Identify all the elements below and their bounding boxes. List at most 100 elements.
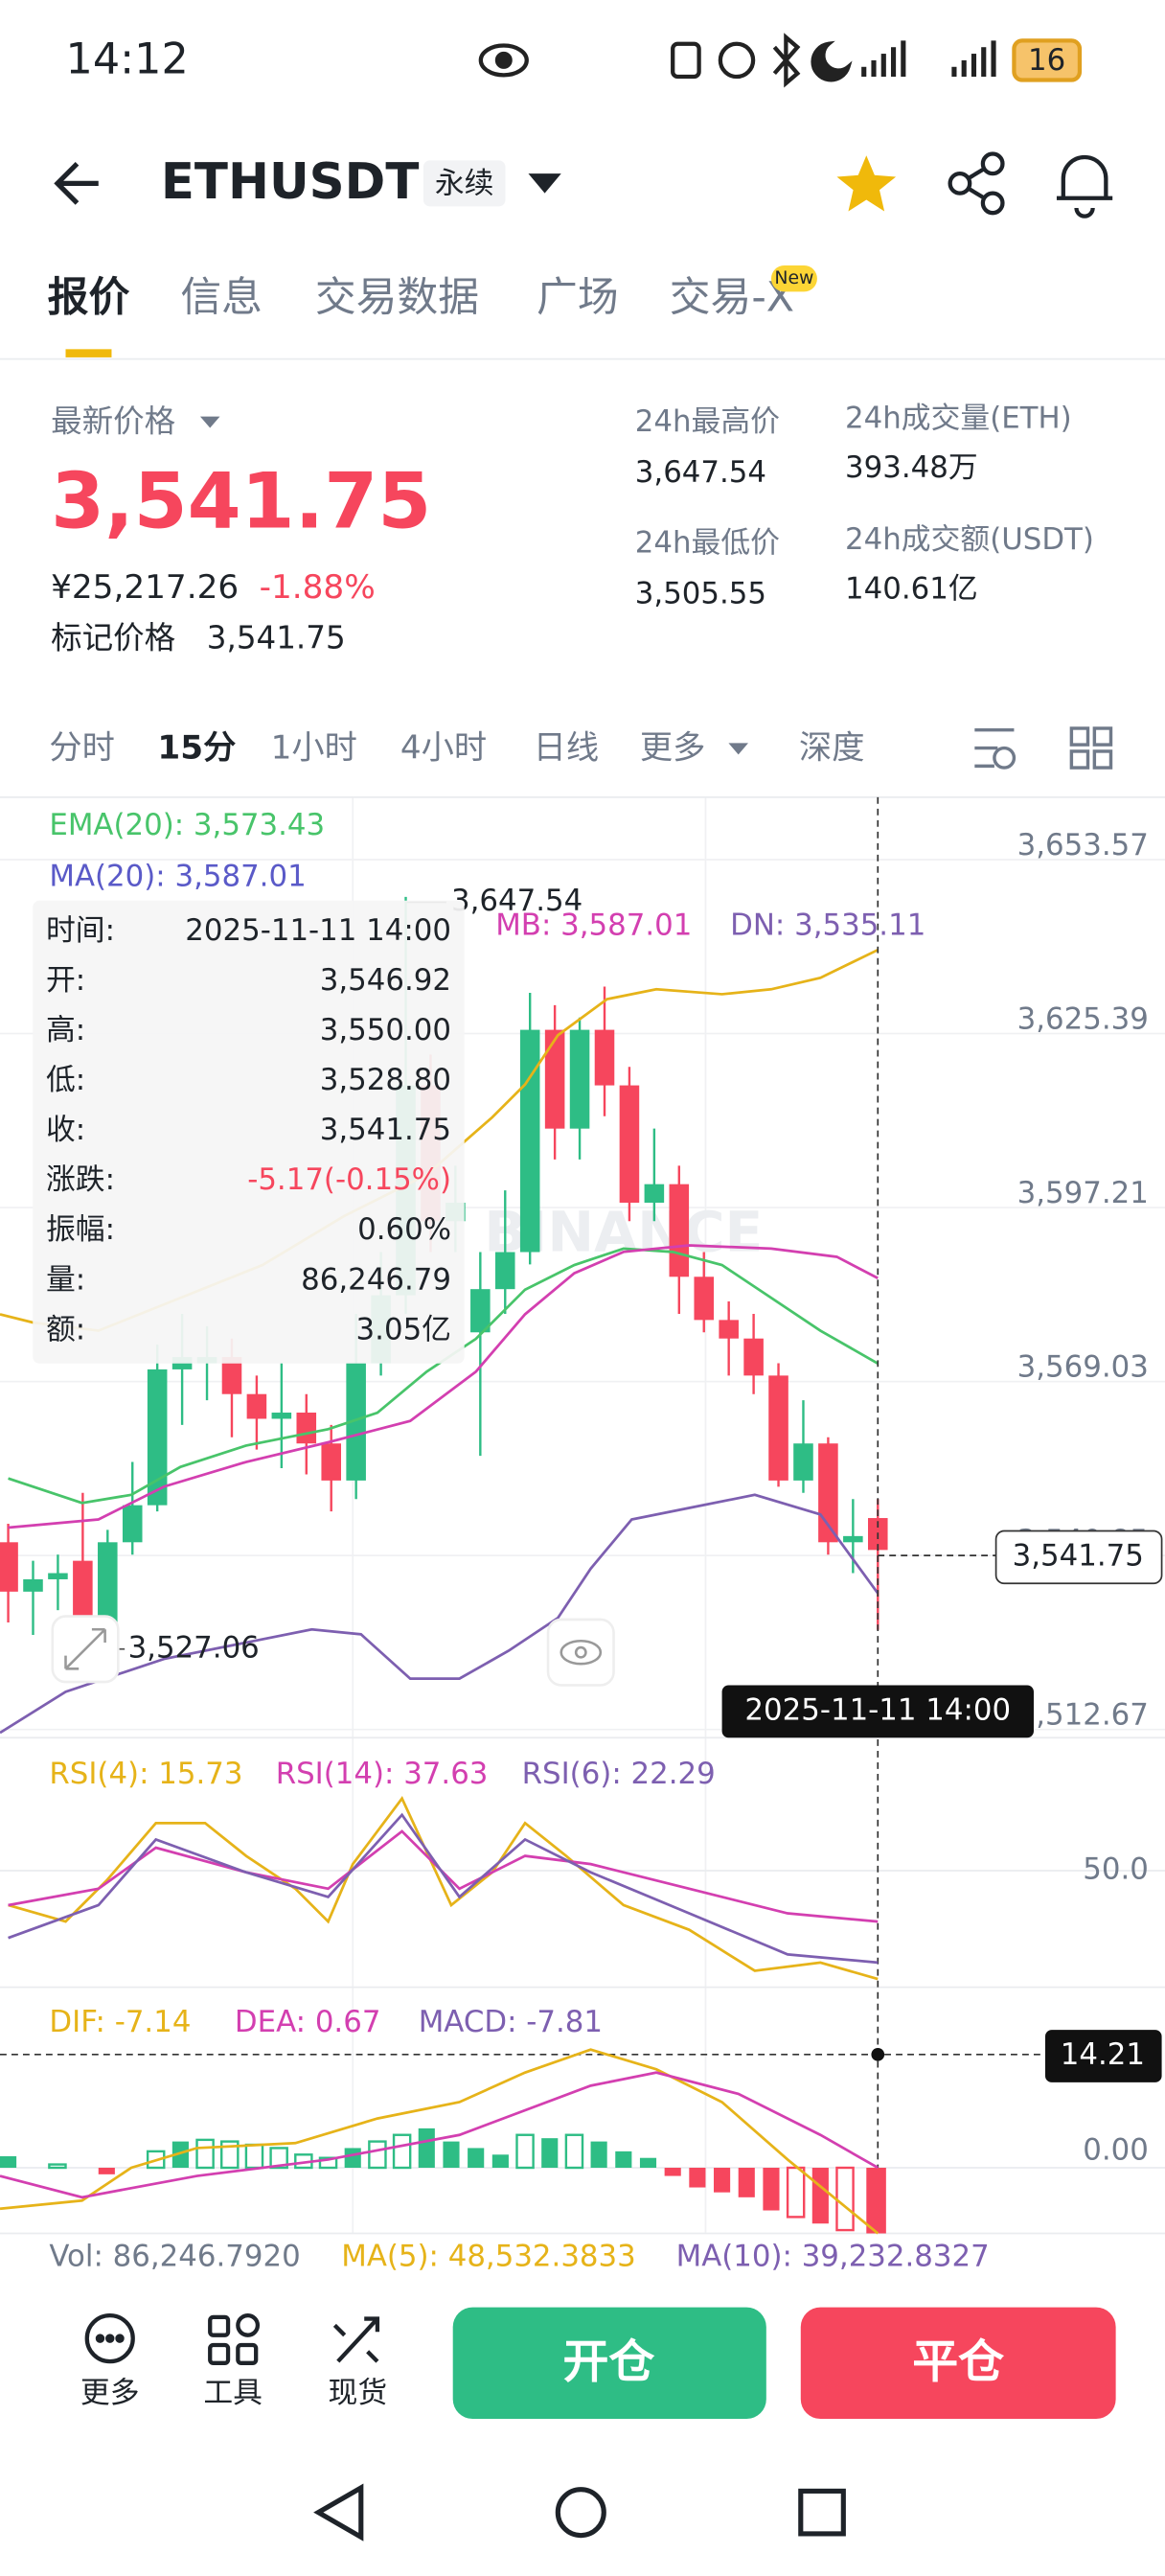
star[interactable] xyxy=(836,155,897,212)
price-label: 最新价格 xyxy=(51,402,175,439)
new-badge: New xyxy=(774,268,813,288)
nav-bar[interactable] xyxy=(313,2483,846,2542)
dropdown[interactable] xyxy=(528,173,561,194)
time: 14:12 xyxy=(66,35,189,84)
bell[interactable] xyxy=(1056,154,1113,218)
tab[interactable]: 报价 xyxy=(48,273,130,321)
candle-body xyxy=(23,1578,43,1592)
tab[interactable]: 信息 xyxy=(180,273,263,321)
stat-value: 140.61亿 xyxy=(845,572,978,607)
stat-label: 24h成交量(ETH) xyxy=(845,401,1072,435)
stat-value: 3,647.54 xyxy=(635,455,766,490)
tool-label[interactable]: 更多 xyxy=(80,2376,140,2410)
rsi-legend: RSI(14): 37.63 xyxy=(276,1757,489,1791)
candle-body xyxy=(644,1184,665,1203)
candle-body xyxy=(544,1029,565,1129)
tooltip-label: 高: xyxy=(46,1013,85,1047)
timeframe[interactable]: 更多 xyxy=(640,729,706,768)
timeframe[interactable]: 1小时 xyxy=(271,729,357,768)
stat-label: 24h最低价 xyxy=(635,526,780,561)
timeframe[interactable]: 日线 xyxy=(534,729,600,768)
tooltip-label: 收: xyxy=(46,1113,85,1147)
vol-legend: MA(10): 39,232.8327 xyxy=(676,2240,990,2274)
candle-body xyxy=(98,1542,118,1635)
macd-legend: DIF: -7.14 xyxy=(49,2005,191,2039)
candle-body xyxy=(669,1184,690,1277)
vol-legend: Vol: 86,246.7920 xyxy=(49,2240,300,2274)
low-label: 3,527.06 xyxy=(128,1630,260,1665)
macd-axis: 0.00 xyxy=(1083,2132,1149,2167)
stat-value: 393.48万 xyxy=(845,450,978,485)
tool-label[interactable]: 现货 xyxy=(329,2376,388,2410)
symbol[interactable]: ETHUSDT xyxy=(161,153,420,211)
tooltip-value: 2025-11-11 14:00 xyxy=(185,913,451,948)
timeframe[interactable]: 15分 xyxy=(157,729,236,768)
signal xyxy=(861,40,996,78)
tooltip-label: 量: xyxy=(46,1262,85,1297)
stat-label: 24h成交额(USDT) xyxy=(845,522,1094,557)
close-button[interactable] xyxy=(800,2307,1116,2420)
badge-bg xyxy=(770,265,817,292)
candle-body xyxy=(768,1375,788,1481)
legend: MA(20): 3,587.01 xyxy=(49,859,306,893)
timeframe[interactable]: 4小时 xyxy=(400,729,487,768)
mark-price: 3,541.75 xyxy=(207,619,346,656)
mark-label: 标记价格 xyxy=(51,619,175,656)
candle-body xyxy=(147,1368,168,1506)
candle-body xyxy=(594,1029,615,1086)
share[interactable] xyxy=(948,151,1005,216)
tooltip-label: 开: xyxy=(46,963,85,998)
macd-marker: 14.21 xyxy=(1061,2037,1145,2072)
legend: MB: 3,587.01 xyxy=(495,908,692,943)
macd-legend: MACD: -7.81 xyxy=(419,2005,603,2039)
tooltip xyxy=(33,900,465,1364)
tooltip-value: 3,550.00 xyxy=(320,1013,451,1047)
crosshair-dot xyxy=(871,2047,885,2061)
macd-lines xyxy=(0,2048,879,2235)
rsi-legend: RSI(6): 22.29 xyxy=(522,1757,716,1791)
candle-body xyxy=(494,1252,515,1290)
candle-body xyxy=(818,1443,838,1543)
price-box xyxy=(994,1530,1163,1585)
candle-body xyxy=(619,1085,640,1203)
caret xyxy=(728,743,748,755)
back[interactable] xyxy=(54,162,99,205)
tab[interactable]: 广场 xyxy=(537,273,619,321)
tooltip-label: 振幅: xyxy=(46,1212,115,1247)
candle-body xyxy=(221,1357,242,1394)
tooltip-value: 3,528.80 xyxy=(320,1063,451,1097)
tooltip-value: 86,246.79 xyxy=(301,1262,451,1297)
candle-body xyxy=(271,1413,292,1419)
high-label: 3,647.54 xyxy=(451,884,582,918)
toolbar-icons[interactable] xyxy=(84,2312,380,2365)
chart-tools[interactable] xyxy=(51,1615,615,1687)
open-button[interactable] xyxy=(452,2307,766,2420)
tooltip-label: 涨跌: xyxy=(46,1162,115,1197)
candle-body xyxy=(346,1363,366,1481)
candle-body xyxy=(48,1573,68,1579)
macd-box xyxy=(1044,2030,1162,2082)
timeframe[interactable]: 深度 xyxy=(799,729,865,768)
change: -1.88% xyxy=(260,568,376,607)
rsi-axis: 50.0 xyxy=(1083,1852,1149,1886)
tooltip-value: 3.05亿 xyxy=(356,1312,451,1346)
close-label[interactable]: 平仓 xyxy=(912,2335,1004,2389)
cny: ¥25,217.26 xyxy=(51,568,239,607)
crosshair xyxy=(0,796,1045,2234)
tooltip-label: 额: xyxy=(46,1312,85,1346)
stat-value: 3,505.55 xyxy=(635,577,766,611)
tooltip-value: 3,541.75 xyxy=(320,1113,451,1147)
tooltip-value: 0.60% xyxy=(357,1212,451,1247)
caret xyxy=(199,416,220,428)
timeframe[interactable]: 分时 xyxy=(49,729,115,768)
chart-icons[interactable] xyxy=(974,726,1113,770)
tooltip-value: 3,546.92 xyxy=(320,963,451,998)
rsi-lines xyxy=(8,1795,879,1981)
candle-body xyxy=(470,1289,491,1333)
open-label[interactable]: 开仓 xyxy=(562,2335,654,2389)
tooltip-value: -5.17(-0.15%) xyxy=(247,1162,451,1197)
tool-label[interactable]: 工具 xyxy=(203,2376,263,2410)
tooltip-label: 时间: xyxy=(46,913,115,948)
tab[interactable]: 交易数据 xyxy=(315,273,479,321)
